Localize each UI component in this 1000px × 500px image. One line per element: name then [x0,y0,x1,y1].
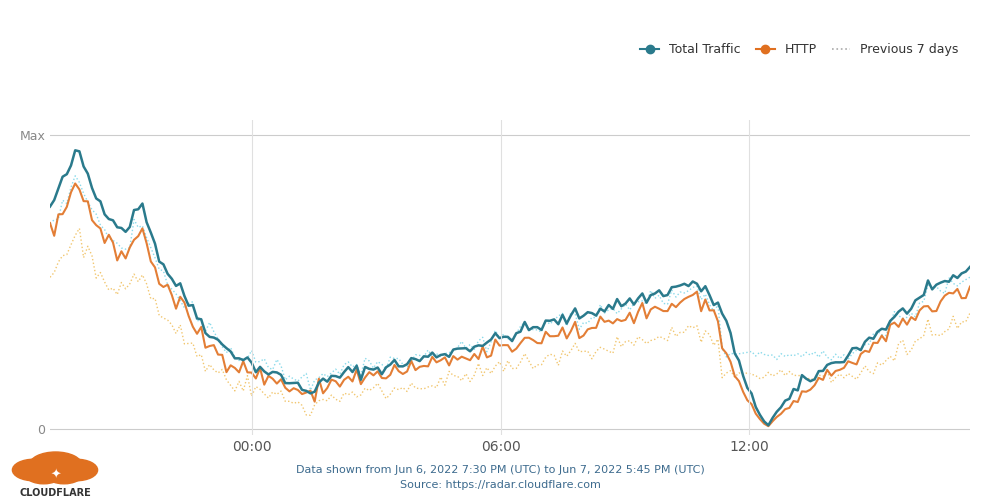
Text: Internet traffic change in Somalia (Last 24 hours): Internet traffic change in Somalia (Last… [20,40,604,60]
Circle shape [12,459,56,481]
Text: ✦: ✦ [50,468,61,481]
Legend: Total Traffic, HTTP, Previous 7 days: Total Traffic, HTTP, Previous 7 days [635,38,964,61]
Text: Data shown from Jun 6, 2022 7:30 PM (UTC) to Jun 7, 2022 5:45 PM (UTC)
Source: h: Data shown from Jun 6, 2022 7:30 PM (UTC… [296,465,704,490]
Circle shape [26,466,62,484]
Circle shape [46,466,82,484]
Circle shape [54,459,98,481]
Circle shape [29,452,82,478]
Text: CLOUDFLARE: CLOUDFLARE [20,488,91,498]
